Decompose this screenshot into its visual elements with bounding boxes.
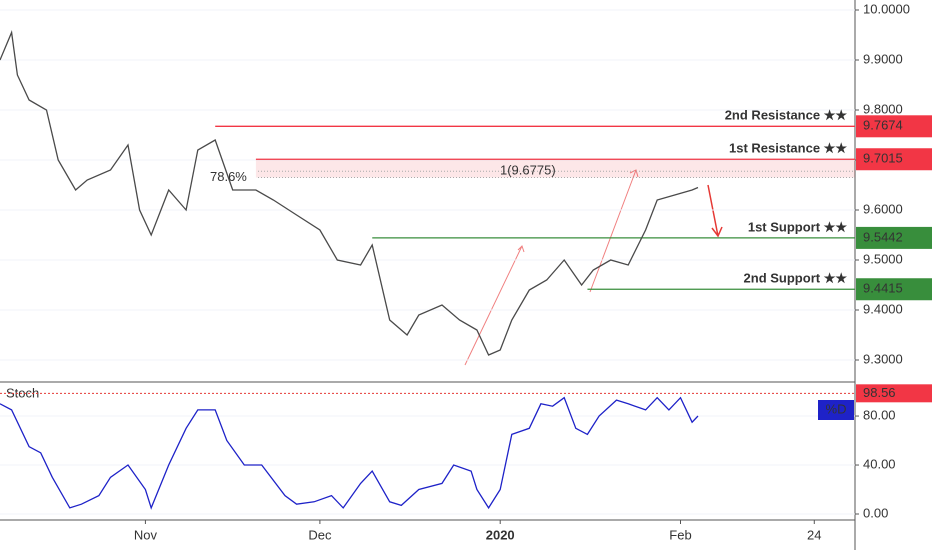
series-line [0, 30, 699, 356]
threshold-tag [856, 384, 932, 403]
y-tick-label: 40.00 [863, 456, 896, 471]
x-tick-label: 24 [807, 527, 821, 542]
level-tag [856, 148, 932, 171]
y-tick-label: 9.6000 [863, 201, 903, 216]
projection-arrow [589, 169, 639, 293]
resistance-zone [255, 159, 856, 178]
level-name: 1st Resistance ★★ [729, 141, 847, 156]
level-tag-label: 9.7674 [863, 118, 903, 133]
x-tick-label: 2020 [486, 527, 515, 542]
level-tag [856, 278, 932, 301]
level-tag-label: 9.5442 [863, 229, 903, 244]
y-tick-label: 10.0000 [863, 1, 910, 16]
y-tick-label: 9.9000 [863, 51, 903, 66]
indicator-title: Stoch [6, 385, 39, 400]
x-tick-label: Nov [134, 527, 158, 542]
level-name: 2nd Resistance ★★ [725, 108, 848, 123]
legend-tag [818, 400, 854, 420]
level-tag [856, 226, 932, 249]
threshold-label: 98.56 [863, 385, 896, 400]
level-tag-label: 9.4415 [863, 281, 903, 296]
x-tick-label: Feb [669, 527, 691, 542]
x-tick-label: Dec [308, 527, 332, 542]
y-tick-label: 9.8000 [863, 101, 903, 116]
level-name: 1st Support ★★ [748, 219, 847, 234]
y-tick-label: 9.5000 [863, 251, 903, 266]
series-line [0, 396, 699, 510]
fib-label: 78.6% [210, 169, 247, 184]
level-tag [856, 115, 932, 138]
fib-label: 1(9.6775) [500, 163, 556, 178]
level-tag-label: 9.7015 [863, 151, 903, 166]
y-tick-label: 0.00 [863, 505, 888, 520]
y-tick-label: 9.4000 [863, 301, 903, 316]
y-tick-label: 9.3000 [863, 351, 903, 366]
y-tick-label: 80.00 [863, 407, 896, 422]
legend-label: %D [826, 401, 847, 416]
projection-arrow [464, 245, 525, 366]
level-name: 2nd Support ★★ [744, 271, 848, 286]
